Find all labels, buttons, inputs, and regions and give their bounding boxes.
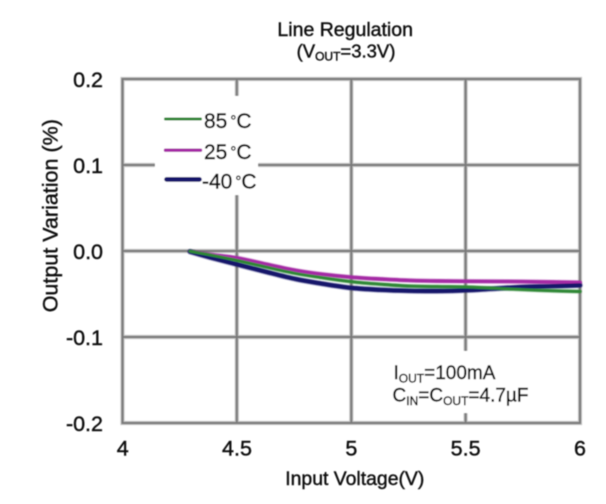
svg-text:0.0: 0.0 [73, 240, 103, 264]
svg-text:5: 5 [345, 437, 357, 461]
svg-text:Input Voltage(V): Input Voltage(V) [285, 468, 424, 490]
svg-text:(VOUT=3.3V): (VOUT=3.3V) [297, 40, 396, 63]
svg-text:-0.2: -0.2 [66, 412, 103, 436]
svg-text:0.2: 0.2 [73, 68, 103, 92]
svg-text:4: 4 [117, 437, 129, 461]
svg-text:85°C: 85 °C [204, 110, 252, 133]
svg-text:-0.1: -0.1 [66, 326, 103, 350]
svg-text:5.5: 5.5 [451, 437, 481, 461]
svg-text:-40°C: -40 °C [202, 170, 257, 193]
svg-text:0.1: 0.1 [73, 154, 103, 178]
svg-text:6: 6 [574, 437, 586, 461]
svg-text:CIN=COUT=4.7µF: CIN=COUT=4.7µF [393, 385, 529, 408]
svg-text:Output Variation (%): Output Variation (%) [39, 119, 63, 312]
svg-text:4.5: 4.5 [222, 437, 252, 461]
svg-text:Line Regulation: Line Regulation [277, 19, 413, 41]
